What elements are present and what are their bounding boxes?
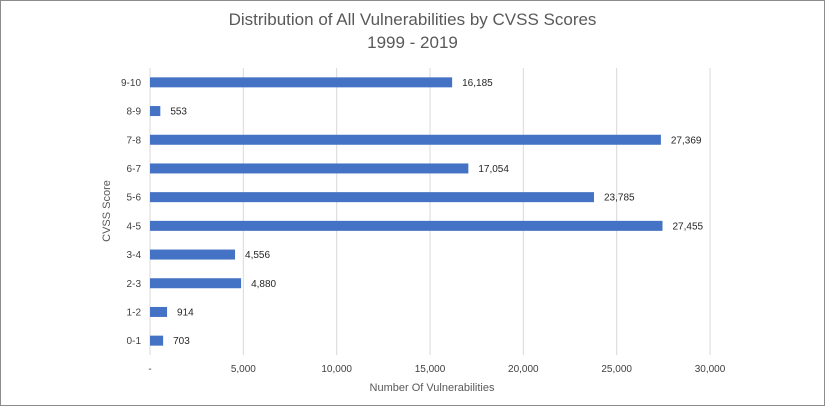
x-axis-title: Number Of Vulnerabilities [370, 382, 495, 394]
data-label: 27,455 [672, 221, 703, 232]
bar [150, 192, 594, 203]
x-tick-label: 30,000 [695, 364, 726, 375]
x-tick-label: - [148, 364, 151, 375]
bar [150, 220, 663, 231]
bar [150, 77, 453, 88]
bar [150, 306, 168, 317]
data-label: 16,185 [462, 78, 493, 89]
data-label: 27,369 [671, 135, 702, 146]
bar [150, 249, 236, 260]
bar [150, 163, 469, 174]
x-tick-label: 10,000 [321, 364, 352, 375]
data-label: 553 [170, 107, 187, 118]
category-label: 2-3 [127, 279, 142, 290]
data-label: 4,556 [245, 250, 270, 261]
bar [150, 278, 242, 289]
y-axis-title: CVSS Score [101, 180, 113, 242]
chart-title: Distribution of All Vulnerabilities by C… [228, 10, 597, 29]
category-label: 6-7 [127, 164, 142, 175]
x-tick-label: 15,000 [415, 364, 446, 375]
x-tick-label: 5,000 [231, 364, 256, 375]
data-label: 914 [177, 307, 194, 318]
category-label: 8-9 [127, 107, 142, 118]
bar [150, 335, 164, 346]
category-label: 3-4 [127, 250, 142, 261]
category-label: 5-6 [127, 193, 142, 204]
data-label: 4,880 [251, 279, 276, 290]
category-label: 9-10 [121, 78, 141, 89]
bar [150, 106, 161, 117]
category-label: 7-8 [127, 135, 142, 146]
data-label: 17,054 [478, 164, 509, 175]
x-tick-label: 20,000 [508, 364, 539, 375]
data-label: 703 [173, 336, 190, 347]
category-label: 0-1 [127, 336, 142, 347]
bar [150, 134, 661, 145]
x-tick-label: 25,000 [601, 364, 632, 375]
category-label: 1-2 [127, 307, 142, 318]
chart-subtitle: 1999 - 2019 [367, 33, 458, 52]
category-label: 4-5 [127, 221, 142, 232]
data-label: 23,785 [604, 193, 635, 204]
